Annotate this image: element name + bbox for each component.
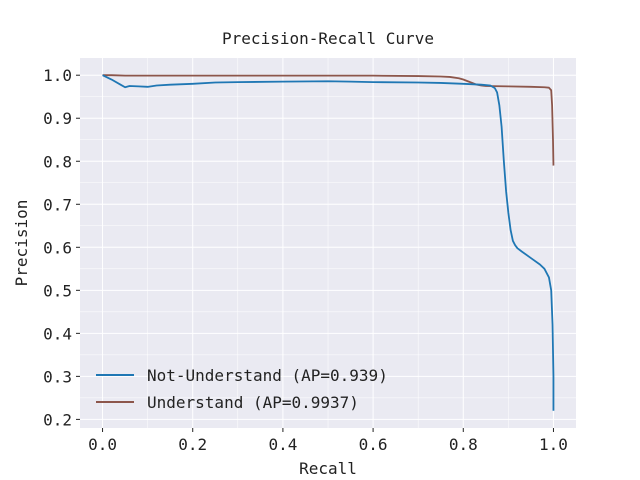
series-line-understand [102, 74, 555, 166]
y-axis-label: Precision [12, 200, 31, 287]
x-tick-label: 1.0 [539, 435, 568, 454]
x-tick-label: 0.6 [359, 435, 388, 454]
legend-label-understand: Understand (AP=0.9937) [147, 393, 359, 412]
x-tick-label: 0.2 [178, 435, 207, 454]
series-line-not-understand [102, 74, 555, 411]
y-tick-label: 0.6 [43, 238, 72, 257]
x-tick-label: 0.8 [449, 435, 478, 454]
ticks: 0.0 0.2 0.4 0.6 0.8 1.0 0.2 0.3 0.4 0.5 0.6 0.7 0.8 0… [43, 66, 568, 454]
x-axis-label: Recall [299, 459, 357, 478]
y-tick-label: 0.9 [43, 109, 72, 128]
chart-title: Precision-Recall Curve [222, 29, 434, 48]
x-tick-label: 0.0 [88, 435, 117, 454]
y-tick-label: 0.4 [43, 324, 72, 343]
y-tick-label: 1.0 [43, 66, 72, 85]
y-tick-label: 0.3 [43, 367, 72, 386]
y-tick-label: 0.7 [43, 195, 72, 214]
y-tick-label: 0.5 [43, 281, 72, 300]
x-tick-label: 0.4 [268, 435, 297, 454]
legend: Not-Understand (AP=0.939) Understand (AP… [96, 366, 388, 412]
y-tick-label: 0.2 [43, 410, 72, 429]
series-layer [102, 74, 555, 411]
legend-label-not-understand: Not-Understand (AP=0.939) [147, 366, 388, 385]
y-tick-label: 0.8 [43, 152, 72, 171]
